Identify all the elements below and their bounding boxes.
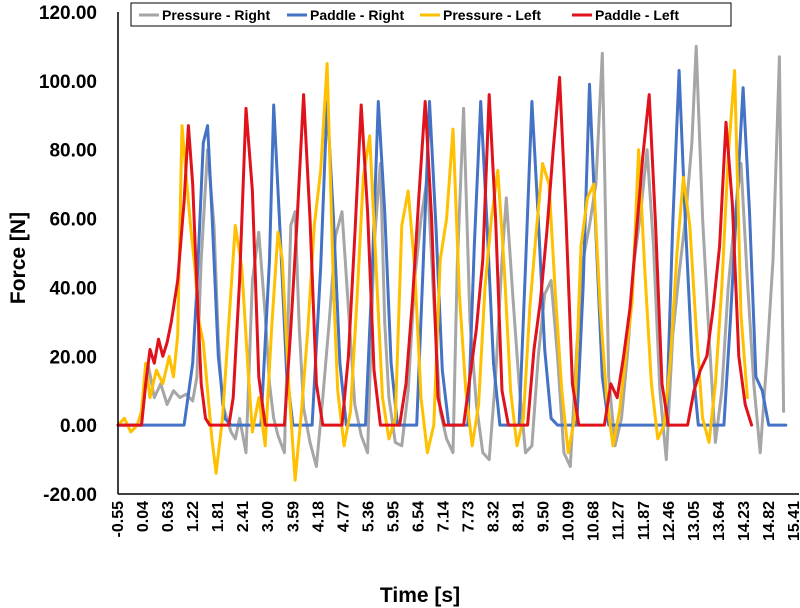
y-tick-labels: -20.00 0.00 20.00 40.00 60.00 80.00 100.00 120.…	[39, 3, 97, 506]
x-tick-label: 13.64	[711, 501, 728, 541]
y-tick-label: 0.00	[60, 416, 97, 437]
x-tick-label: 10.09	[561, 501, 578, 541]
x-tick-label: 11.27	[611, 501, 628, 540]
y-tick-label: -20.00	[43, 485, 97, 506]
x-tick-label: 9.50	[536, 501, 553, 532]
x-tick-label: 14.23	[736, 501, 753, 541]
x-tick-label: 3.00	[260, 501, 277, 532]
x-tick-label: 2.41	[235, 501, 252, 532]
x-tick-label: 11.87	[636, 501, 653, 540]
y-tick-label: 80.00	[49, 141, 97, 162]
plot-lines	[116, 44, 788, 482]
series-line-0	[116, 44, 786, 468]
x-tick-label: 3.59	[285, 501, 302, 532]
x-axis-title: Time [s]	[380, 584, 460, 607]
x-tick-label: 12.46	[661, 501, 678, 541]
y-tick-label: 100.00	[39, 72, 97, 93]
y-tick-label: 60.00	[49, 210, 97, 231]
y-tick-label: 40.00	[49, 278, 97, 299]
x-tick-labels: -0.55 0.04 0.63 1.22 1.81 2.41 3.00 3.59 4.18 4.7…	[110, 501, 800, 541]
x-tick-label: 13.05	[686, 501, 703, 541]
legend-label: Pressure - Left	[443, 7, 541, 23]
x-tick-label: 7.73	[461, 501, 478, 532]
y-axis-title: Force [N]	[7, 212, 30, 304]
x-tick-label: -0.55	[110, 501, 127, 538]
legend-label: Paddle - Left	[595, 7, 679, 23]
x-tick-label: 1.22	[185, 501, 202, 532]
series-line-3	[116, 75, 754, 427]
x-tick-label: 8.91	[511, 501, 528, 532]
x-tick-label: 1.81	[210, 501, 227, 532]
x-tick-label: 10.68	[586, 501, 603, 541]
legend-label: Pressure - Right	[162, 7, 270, 23]
x-tick-label: 6.54	[410, 501, 427, 532]
x-tick-label: 5.36	[360, 501, 377, 532]
x-tick-label: 7.14	[436, 501, 453, 532]
x-tick-label: 4.77	[335, 501, 352, 532]
x-tick-label: 15.41	[786, 501, 800, 541]
legend-label: Paddle - Right	[310, 7, 404, 23]
x-tick-label: 4.18	[310, 501, 327, 532]
legend: Pressure - Right Paddle - Right Pressure -…	[130, 2, 732, 27]
x-tick-label: 0.04	[135, 501, 152, 532]
y-tick-label: 20.00	[49, 347, 97, 368]
axes	[117, 12, 799, 495]
x-tick-label: 8.32	[486, 501, 503, 532]
y-tick-label: 120.00	[39, 3, 97, 24]
x-tick-label: 5.95	[385, 501, 402, 532]
series-line-1	[116, 69, 788, 427]
x-tick-label: 14.82	[761, 501, 778, 541]
x-tick-label: 0.63	[160, 501, 177, 532]
